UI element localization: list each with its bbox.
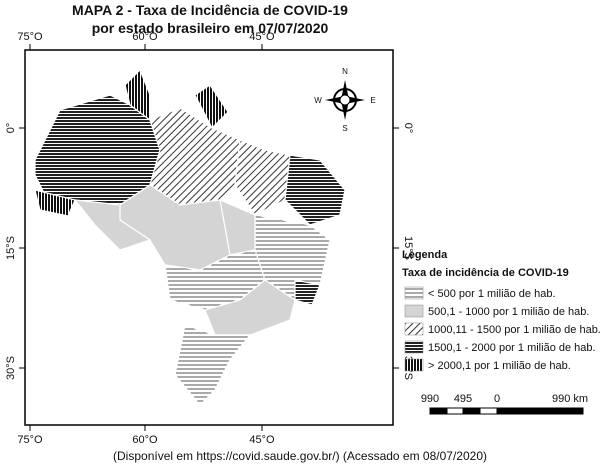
coord-label: 60°O — [132, 434, 158, 446]
coord-label: 0° — [402, 123, 414, 134]
legend-item: 1500,1 - 2000 por 1 milião de hab. — [428, 342, 596, 354]
scale-bar — [429, 407, 584, 415]
coord-label: 15°S — [402, 236, 414, 260]
scale-label: 495 — [454, 393, 472, 405]
brazil-states — [34, 68, 346, 406]
legend-item: 500,1 - 1000 por 1 milião de hab. — [428, 306, 589, 318]
title: MAPA 2 - Taxa de Incidência de COVID-19 — [72, 2, 348, 18]
coord-label: 30°S — [5, 356, 17, 380]
compass — [325, 80, 365, 120]
legend-item: < 500 por 1 milião de hab. — [428, 288, 556, 300]
source-note: (Disponível em https://covid.saude.gov.b… — [113, 449, 487, 463]
compass-label: S — [342, 124, 347, 133]
coord-label: 45°O — [249, 434, 275, 446]
coord-label: 75°O — [17, 31, 43, 43]
tick-marks — [19, 44, 399, 431]
scale-label: 990 km — [552, 393, 588, 405]
legend-item: > 2000,1 por 1 milião de hab. — [428, 360, 571, 372]
compass-label: E — [370, 96, 375, 105]
legend-subtitle: Taxa de incidência de COVID-19 — [402, 267, 569, 279]
coord-label: 45°O — [249, 31, 275, 43]
legend-item: 1000,11 - 1500 por 1 milião de hab. — [428, 324, 600, 336]
scale-label: 990 — [421, 393, 439, 405]
compass-label: W — [314, 96, 322, 105]
compass-label: N — [342, 67, 348, 76]
scale-label: 0 — [494, 393, 500, 405]
coord-label: 15°S — [5, 236, 17, 260]
coord-label: 0° — [5, 123, 17, 134]
coord-label: 75°O — [17, 434, 43, 446]
legend-swatches — [404, 286, 424, 372]
coord-label: 60°O — [132, 31, 158, 43]
title: por estado brasileiro em 07/07/2020 — [92, 20, 329, 36]
legend-title: Legenda — [402, 249, 448, 261]
